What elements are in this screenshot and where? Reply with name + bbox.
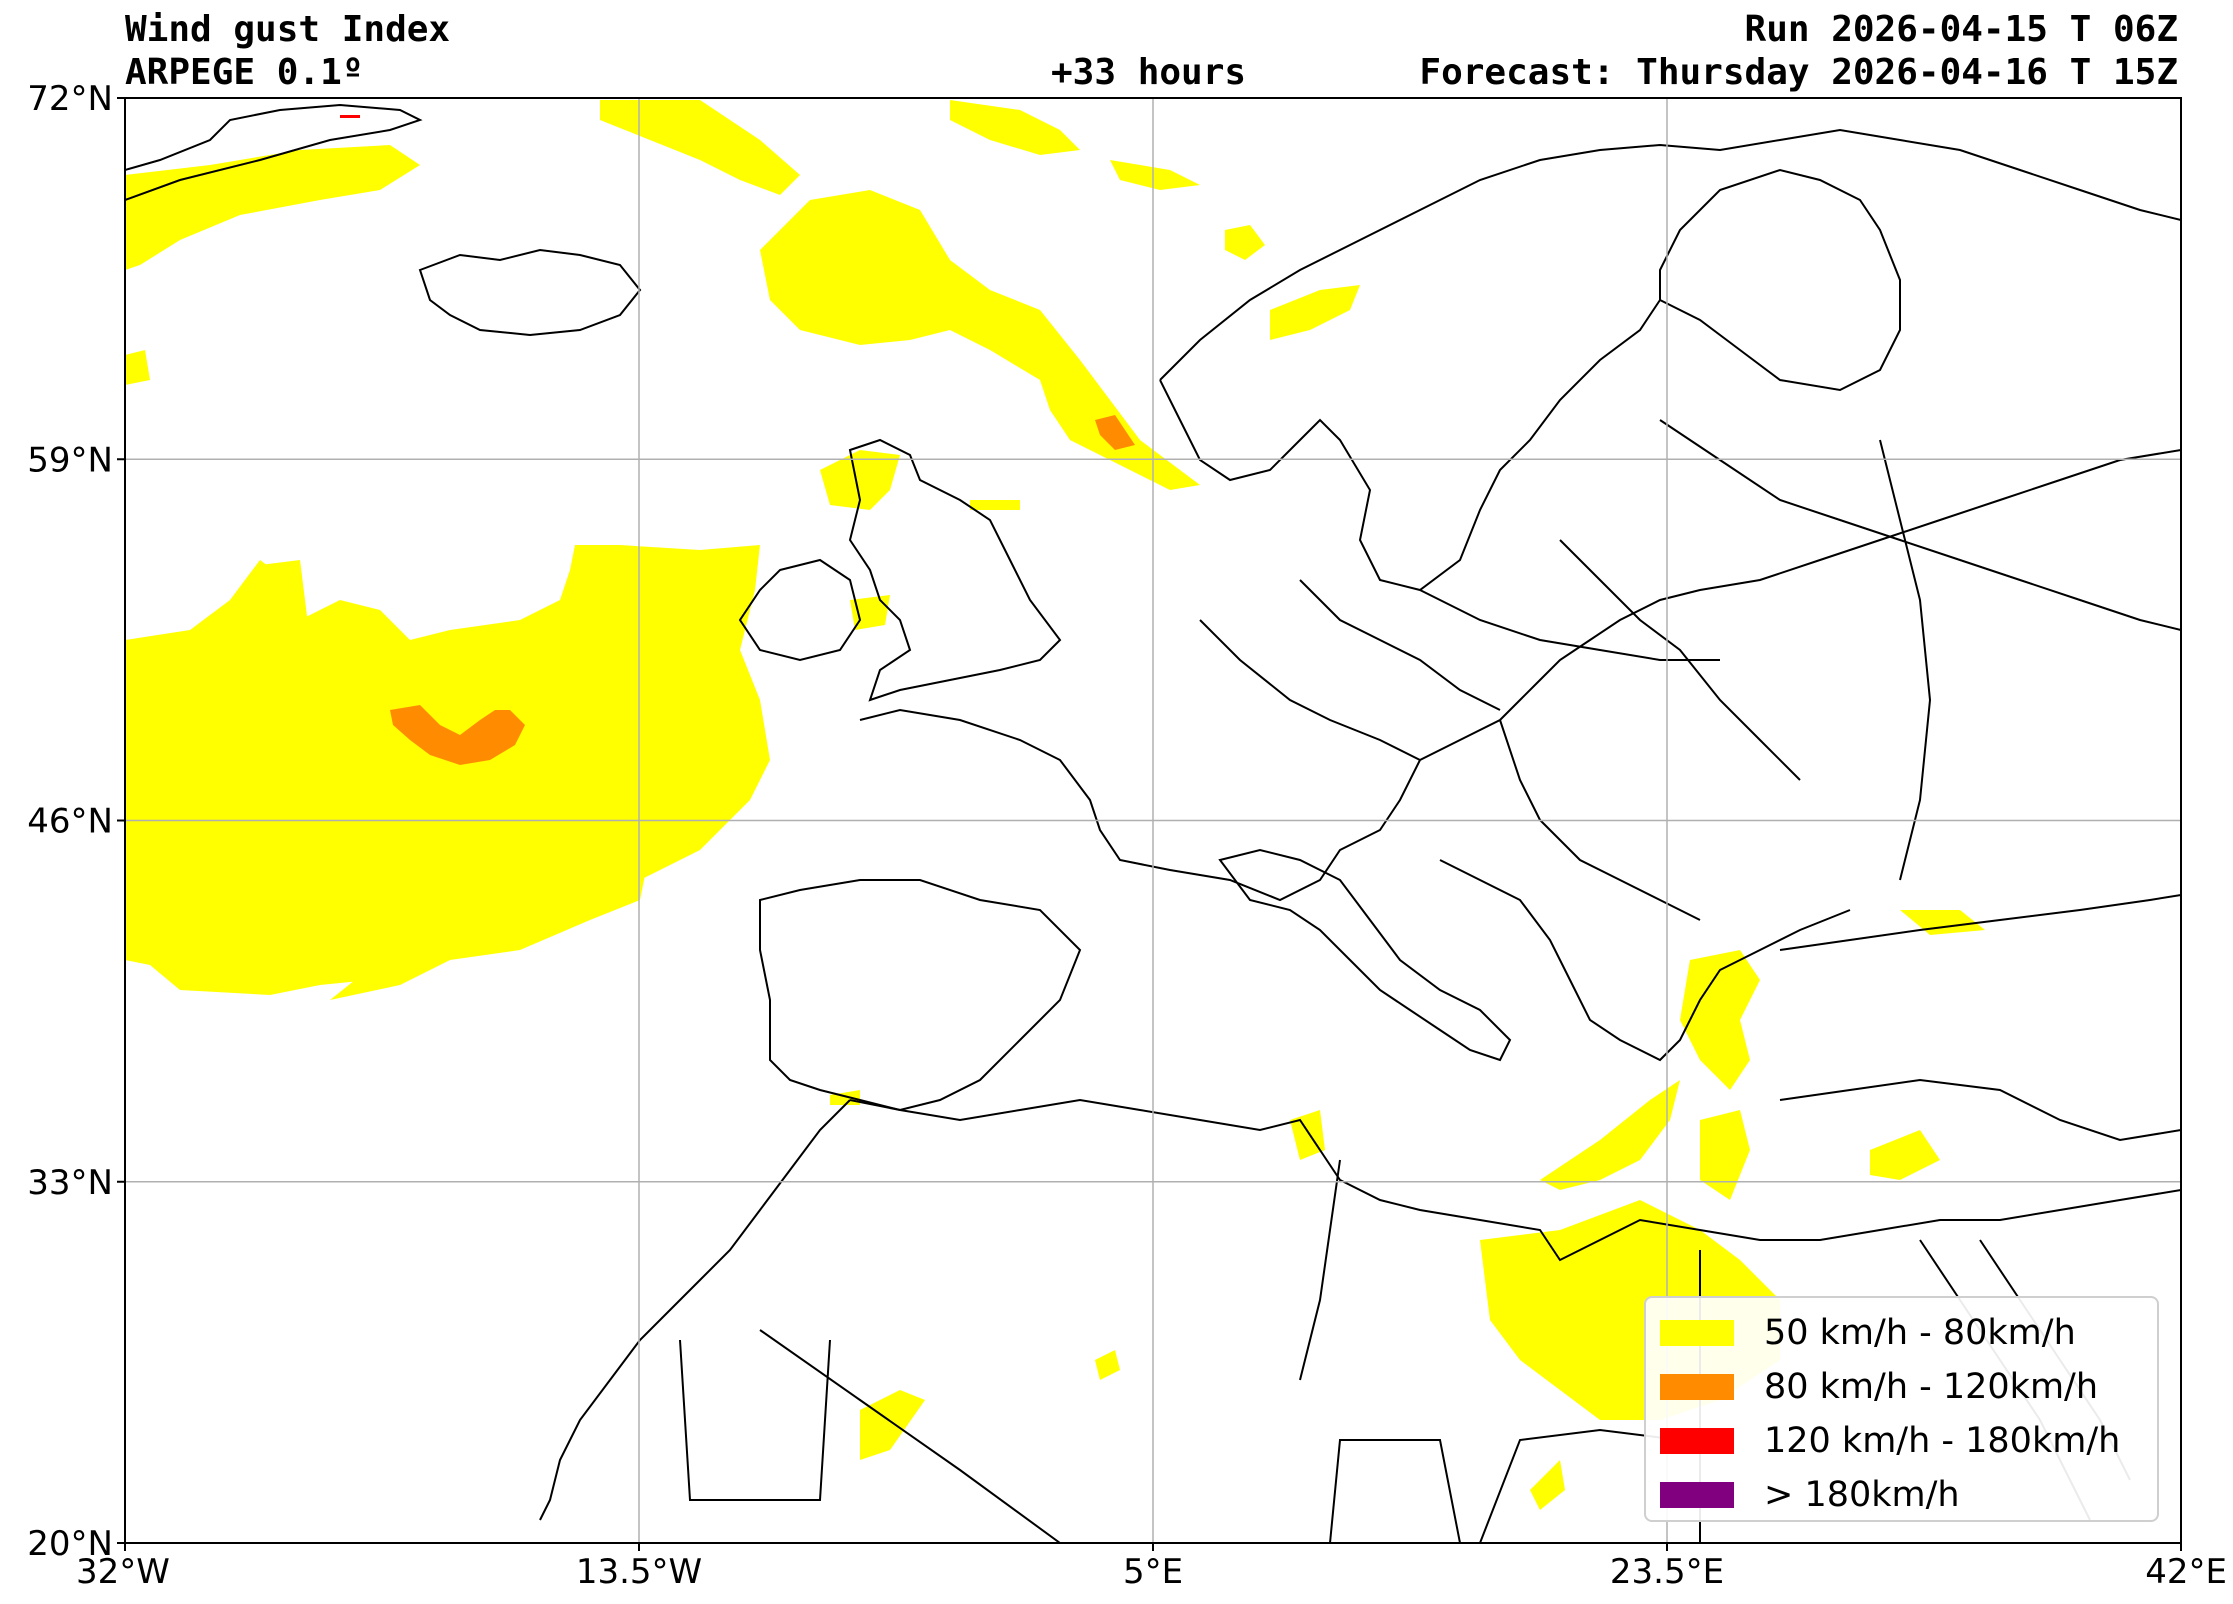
iberia-outline — [759, 879, 1082, 1112]
map-title: Wind gust Index — [125, 9, 451, 50]
ireland-outline — [738, 558, 862, 662]
legend-swatch — [1660, 1428, 1734, 1454]
gust-area-norwegian-sea — [760, 190, 1200, 490]
legend-label: 120 km/h - 180km/h — [1764, 1421, 2121, 1461]
gust-area-cyprus — [1870, 1130, 1940, 1180]
axis-ticks: 72°N 59°N 46°N 33°N 20°N32°W 13.5°W 5°E 23.5°E 4… — [27, 79, 2227, 1592]
coastlines — [125, 103, 2181, 1543]
gust-area-north-sea — [970, 500, 1020, 510]
lat-tick-label: 33°N — [27, 1163, 113, 1203]
continental-europe-coast — [859, 449, 2181, 902]
lead-time: +33 hours — [1051, 52, 1247, 93]
lon-tick-label: 42°E — [2145, 1552, 2227, 1592]
legend-item: 80 km/h - 120km/h — [1660, 1360, 2143, 1414]
morocco-atlantic-coast — [539, 1099, 851, 1521]
lat-tick-label: 20°N — [27, 1524, 113, 1564]
legend-label: 80 km/h - 120km/h — [1764, 1367, 2099, 1407]
italy-outline — [1218, 848, 1512, 1062]
legend-swatch — [1660, 1320, 1734, 1346]
gust-area-tunisia — [1290, 1110, 1325, 1160]
gust-area-norway-coast — [1270, 285, 1360, 340]
turkey-outline — [1779, 894, 2181, 1142]
uk-outline — [848, 438, 1062, 702]
gust-area-greenland-east — [125, 145, 420, 270]
legend-item: 50 km/h - 80km/h — [1660, 1306, 2143, 1360]
gust-area-greenland-sea — [600, 100, 800, 195]
gust-area-algeria — [1095, 1350, 1120, 1380]
gust-area-ionian — [1540, 1080, 1680, 1190]
legend-swatch — [1660, 1482, 1734, 1508]
run-time: Run 2026-04-15 T 06Z — [1744, 9, 2178, 50]
gust-area-atlantic-tongue — [330, 830, 650, 1000]
balkans-outline — [1439, 859, 1851, 1062]
legend-swatch — [1660, 1374, 1734, 1400]
gust-area-atlantic-strip — [260, 560, 310, 650]
north-africa-coast — [849, 1098, 2181, 1262]
legend: 50 km/h - 80km/h 80 km/h - 120km/h 120 km/… — [1644, 1296, 2159, 1522]
lat-tick-label: 72°N — [27, 79, 113, 119]
lon-tick-label: 5°E — [1123, 1552, 1183, 1592]
gust-area-north-east — [1110, 160, 1200, 190]
model-name: ARPEGE 0.1º — [125, 52, 364, 93]
gust-area-barents — [1225, 225, 1265, 260]
iceland-outline — [418, 248, 642, 337]
greenland-coast — [125, 103, 423, 201]
legend-item: 120 km/h - 180km/h — [1660, 1414, 2143, 1468]
legend-label: > 180km/h — [1764, 1475, 1960, 1515]
gust-area-crete-south — [1700, 1110, 1750, 1200]
gust-area-atlantic-north — [125, 350, 150, 385]
lat-tick-label: 59°N — [27, 440, 113, 480]
forecast-time: Forecast: Thursday 2026-04-16 T 15Z — [1419, 52, 2178, 93]
gust-area-greenland-red — [340, 115, 360, 118]
lon-tick-label: 13.5°W — [576, 1552, 702, 1592]
gust-area-norway-core — [1095, 415, 1135, 450]
gust-area-black-sea — [1900, 910, 1985, 935]
gust-area-aegean — [1680, 950, 1760, 1090]
gust-areas — [125, 100, 1985, 1510]
gust-area-north-strip — [950, 100, 1080, 155]
gust-area-sahara — [860, 1390, 925, 1460]
finland-outline — [1659, 168, 1901, 392]
gust-area-atlantic-core — [390, 705, 525, 765]
gust-area-east-sahara — [1530, 1460, 1565, 1510]
scandinavia-outline — [1159, 128, 2181, 592]
interior-borders — [1199, 419, 2181, 921]
gust-area-scotland — [820, 450, 900, 510]
legend-label: 50 km/h - 80km/h — [1764, 1313, 2076, 1353]
lat-tick-label: 46°N — [27, 802, 113, 842]
gust-area-morocco-coast — [830, 1090, 860, 1105]
legend-item: > 180km/h — [1660, 1468, 2143, 1522]
lon-tick-label: 32°W — [76, 1552, 170, 1592]
lon-tick-label: 23.5°E — [1610, 1552, 1724, 1592]
